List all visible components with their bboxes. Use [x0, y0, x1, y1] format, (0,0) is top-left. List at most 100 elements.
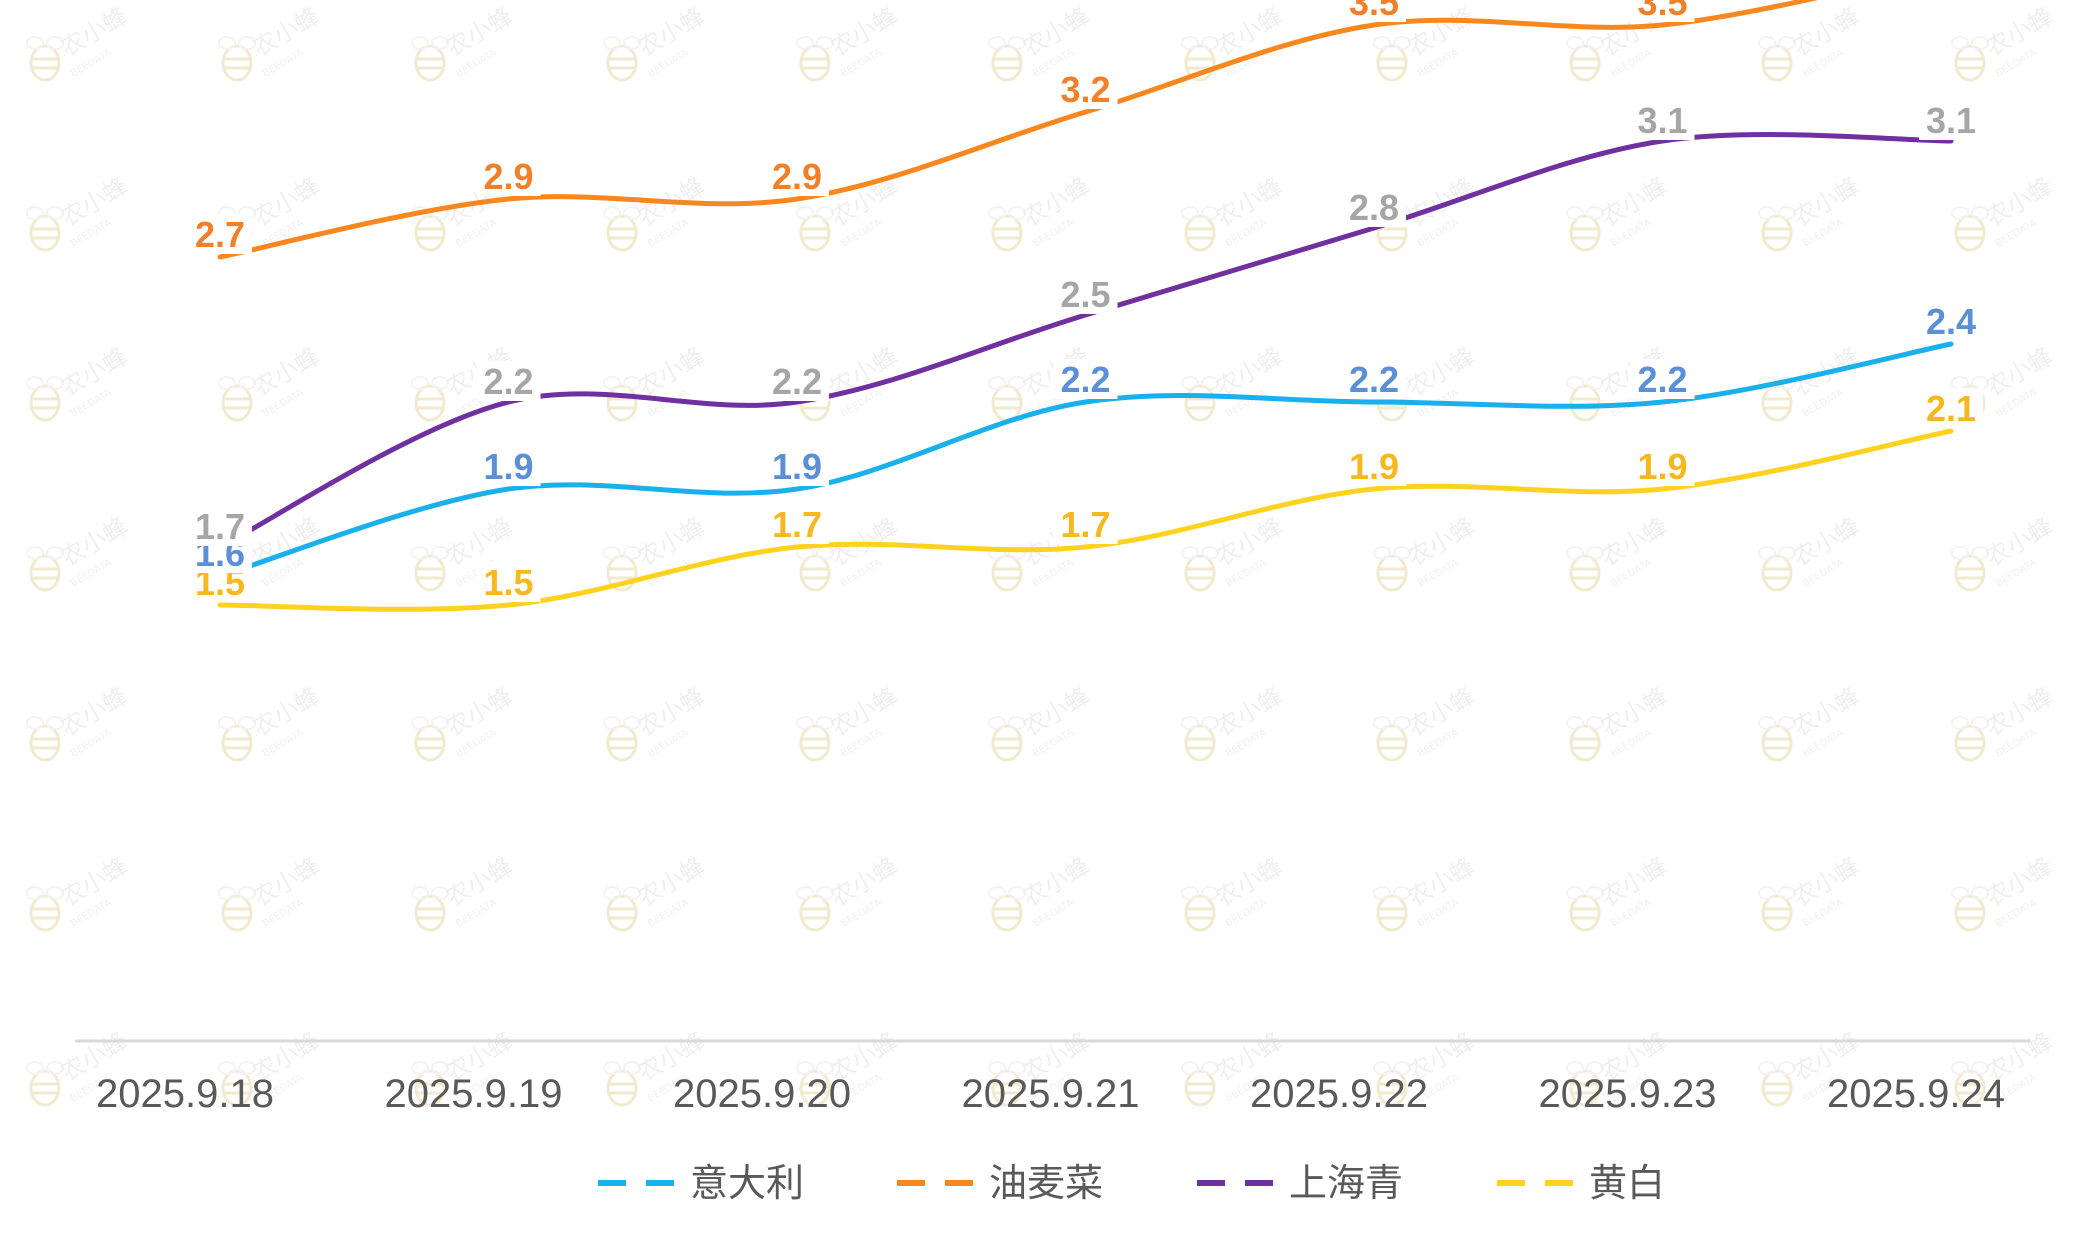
data-label: 2.7 [195, 214, 245, 255]
data-label: 2.9 [483, 156, 533, 197]
svg-text:农小蜂: 农小蜂 [441, 2, 517, 62]
svg-text:农小蜂: 农小蜂 [1596, 682, 1672, 742]
svg-text:农小蜂: 农小蜂 [1211, 342, 1287, 402]
data-label-bg [1919, 100, 1983, 140]
svg-text:农小蜂: 农小蜂 [633, 682, 709, 742]
data-label: 2.2 [1637, 359, 1687, 400]
data-label: 1.7 [772, 504, 822, 545]
svg-text:农小蜂: 农小蜂 [56, 682, 132, 742]
svg-text:农小蜂: 农小蜂 [56, 2, 132, 62]
svg-text:农小蜂: 农小蜂 [826, 172, 902, 232]
data-label: 2.5 [1060, 274, 1110, 315]
x-tick-label: 2025.9.24 [1827, 1072, 2005, 1116]
series-line-0 [217, 341, 1954, 579]
data-label: 2.1 [1926, 388, 1976, 429]
data-label-bg [1342, 187, 1406, 227]
svg-text:农小蜂: 农小蜂 [1981, 342, 2057, 402]
data-label-bg [476, 446, 541, 486]
legend-item-3: 黄白 [1497, 1161, 1665, 1205]
svg-text:农小蜂: 农小蜂 [1788, 852, 1864, 912]
legend-label: 意大利 [690, 1161, 804, 1205]
svg-text:农小蜂: 农小蜂 [826, 682, 902, 742]
legend-item-1: 油麦菜 [897, 1161, 1103, 1205]
svg-text:农小蜂: 农小蜂 [1018, 852, 1094, 912]
data-label-bg [1342, 359, 1406, 399]
svg-text:农小蜂: 农小蜂 [1981, 512, 2057, 572]
svg-text:农小蜂: 农小蜂 [1211, 172, 1287, 232]
svg-text:农小蜂: 农小蜂 [1018, 682, 1094, 742]
data-labels: 1.5 1.51.7 1.71.9 1.92.11.61.9 1.92.2 2.2 2.22… [188, 0, 1983, 603]
data-label: 3.5 [1637, 0, 1687, 23]
svg-text:农小蜂: 农小蜂 [1403, 512, 1479, 572]
svg-text:农小蜂: 农小蜂 [248, 172, 324, 232]
svg-text:农小蜂: 农小蜂 [1403, 172, 1479, 232]
x-tick-label: 2025.9.19 [385, 1072, 563, 1116]
x-tick-label: 2025.9.22 [1250, 1072, 1428, 1116]
data-label-bg [476, 156, 541, 196]
svg-text:农小蜂: 农小蜂 [248, 682, 324, 742]
data-label: 2.9 [772, 156, 822, 197]
data-label-bg [1630, 0, 1695, 22]
svg-text:农小蜂: 农小蜂 [1981, 172, 2057, 232]
data-label: 3.5 [1349, 0, 1399, 23]
data-label: 2.2 [772, 361, 822, 402]
svg-text:农小蜂: 农小蜂 [1596, 172, 1672, 232]
svg-text:农小蜂: 农小蜂 [248, 852, 324, 912]
svg-text:农小蜂: 农小蜂 [1211, 2, 1287, 62]
svg-text:农小蜂: 农小蜂 [56, 342, 132, 402]
data-label-bg [765, 361, 829, 401]
data-label-bg [1630, 100, 1695, 140]
data-label-bg [1342, 0, 1406, 22]
data-label-bg [1630, 446, 1695, 486]
svg-text:农小蜂: 农小蜂 [56, 512, 132, 572]
data-label: 1.9 [483, 446, 533, 487]
data-label-bg [765, 504, 829, 544]
x-axis-ticks: 2025.9.18 2025.9.19 2025.9.20 2025.9.21 2025… [96, 1072, 2005, 1116]
data-label: 2.2 [1060, 359, 1110, 400]
data-label: 3.1 [1926, 100, 1976, 141]
legend-label: 油麦菜 [989, 1161, 1103, 1205]
data-label: 1.7 [1060, 504, 1110, 545]
data-label: 2.4 [1926, 301, 1976, 342]
series-line-3 [217, 428, 1954, 612]
data-label: 3.1 [1637, 100, 1687, 141]
data-label: 1.9 [772, 446, 822, 487]
svg-text:农小蜂: 农小蜂 [633, 2, 709, 62]
data-label: 2.2 [1349, 359, 1399, 400]
data-label-bg [188, 506, 252, 546]
svg-text:农小蜂: 农小蜂 [1403, 342, 1479, 402]
svg-text:农小蜂: 农小蜂 [633, 852, 709, 912]
svg-text:农小蜂: 农小蜂 [56, 172, 132, 232]
svg-text:农小蜂: 农小蜂 [441, 852, 517, 912]
legend-label: 黄白 [1589, 1161, 1665, 1205]
data-label-bg [1919, 388, 1983, 428]
x-tick-label: 2025.9.18 [96, 1072, 274, 1116]
svg-text:农小蜂: 农小蜂 [1403, 682, 1479, 742]
svg-text:农小蜂: 农小蜂 [1981, 852, 2057, 912]
